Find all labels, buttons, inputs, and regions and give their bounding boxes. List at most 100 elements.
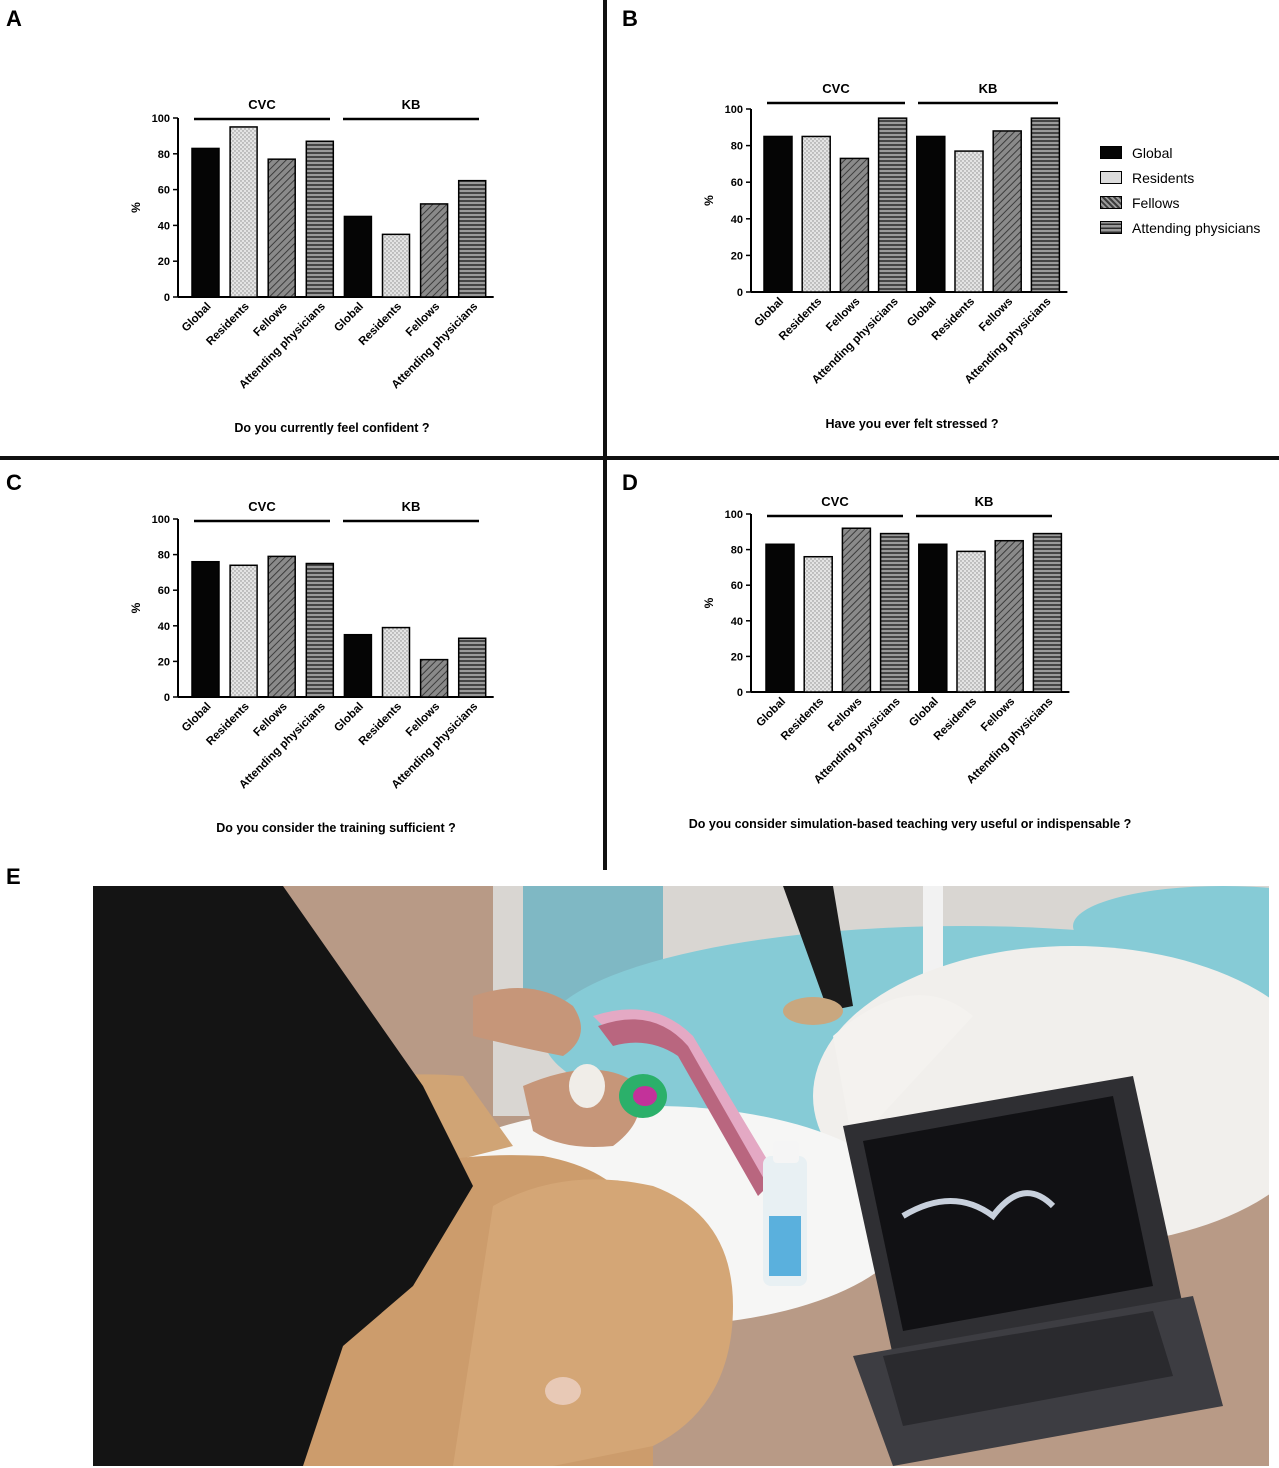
bar-c-7 bbox=[457, 637, 487, 698]
bar-b-2 bbox=[839, 157, 870, 293]
bar-d-0 bbox=[765, 543, 795, 693]
bar-a-4 bbox=[343, 215, 373, 298]
bar-d-6 bbox=[994, 539, 1024, 693]
bar-a-2 bbox=[267, 158, 296, 298]
chart-title-d: Do you consider simulation-based teachin… bbox=[689, 817, 1131, 831]
group-label-c-1: KB bbox=[402, 499, 421, 514]
y-tick-label-d-100: 100 bbox=[725, 509, 743, 521]
bar-b-0 bbox=[763, 135, 793, 293]
panel-label-e: E bbox=[6, 864, 21, 889]
panel-label-d: D bbox=[622, 470, 638, 495]
group-label-c-0: CVC bbox=[248, 499, 276, 514]
bar-c-4 bbox=[343, 633, 373, 698]
legend-item-attending: Attending physicians bbox=[1100, 215, 1260, 240]
legend-swatch-attending bbox=[1100, 221, 1122, 234]
x-tick-label-b-2: Fellows bbox=[824, 296, 862, 334]
panel-label-a: A bbox=[6, 6, 22, 31]
y-tick-label-a-60: 60 bbox=[158, 185, 170, 197]
y-tick-label-c-20: 20 bbox=[158, 656, 170, 668]
bar-a-6 bbox=[419, 203, 449, 298]
bar-c-2 bbox=[267, 555, 296, 698]
x-tick-label-a-0: Global bbox=[180, 301, 214, 335]
x-tick-label-a-6: Fellows bbox=[404, 301, 442, 339]
legend-item-global: Global bbox=[1100, 140, 1260, 165]
x-tick-label-d-2: Fellows bbox=[826, 696, 864, 734]
legend-swatch-global bbox=[1100, 146, 1122, 159]
bar-d-2 bbox=[841, 527, 872, 693]
y-axis-label-b: % bbox=[702, 195, 716, 206]
x-tick-label-c-0: Global bbox=[180, 701, 214, 735]
y-tick-label-a-40: 40 bbox=[158, 220, 170, 232]
bar-a-1 bbox=[229, 126, 258, 298]
panel-label-b: B bbox=[622, 6, 638, 31]
y-tick-label-d-60: 60 bbox=[731, 580, 743, 592]
y-tick-label-b-100: 100 bbox=[725, 104, 743, 116]
bar-d-7 bbox=[1032, 532, 1063, 693]
bar-c-1 bbox=[229, 564, 258, 698]
horizontal-divider bbox=[0, 456, 1279, 460]
group-label-b-1: KB bbox=[979, 81, 998, 96]
bar-a-0 bbox=[191, 147, 220, 298]
simulation-photo-illustration bbox=[93, 886, 1269, 1466]
y-tick-label-a-80: 80 bbox=[158, 149, 170, 161]
y-tick-label-c-80: 80 bbox=[158, 550, 170, 562]
bar-d-4 bbox=[918, 543, 948, 693]
chart-title-a: Do you currently feel confident ? bbox=[234, 421, 429, 435]
bar-b-3 bbox=[877, 117, 908, 293]
y-tick-label-b-80: 80 bbox=[731, 141, 743, 153]
y-tick-label-b-60: 60 bbox=[731, 177, 743, 189]
chart-legend: Global Residents Fellows Attending physi… bbox=[1100, 140, 1260, 240]
y-tick-label-d-0: 0 bbox=[737, 687, 743, 699]
bar-a-5 bbox=[381, 233, 411, 298]
bar-c-6 bbox=[419, 658, 449, 698]
y-tick-label-d-40: 40 bbox=[731, 616, 743, 628]
y-tick-label-a-0: 0 bbox=[164, 292, 170, 304]
x-tick-label-c-6: Fellows bbox=[404, 701, 442, 739]
legend-swatch-residents bbox=[1100, 171, 1122, 184]
bar-d-1 bbox=[803, 555, 833, 693]
x-tick-label-d-0: Global bbox=[754, 696, 788, 730]
panel-label-c: C bbox=[6, 470, 22, 495]
chart-title-c: Do you consider the training sufficient … bbox=[216, 821, 456, 835]
bar-b-1 bbox=[801, 135, 831, 293]
chart-title-b: Have you ever felt stressed ? bbox=[826, 417, 999, 431]
bar-d-3 bbox=[879, 532, 910, 693]
x-tick-label-c-2: Fellows bbox=[252, 701, 290, 739]
y-tick-label-c-40: 40 bbox=[158, 621, 170, 633]
y-tick-label-b-40: 40 bbox=[731, 214, 743, 226]
x-tick-label-a-4: Global bbox=[332, 301, 366, 335]
y-axis-label-d: % bbox=[702, 597, 716, 608]
y-tick-label-d-20: 20 bbox=[731, 651, 743, 663]
bar-c-0 bbox=[191, 560, 220, 698]
y-tick-label-b-0: 0 bbox=[737, 287, 743, 299]
legend-swatch-fellows bbox=[1100, 196, 1122, 209]
y-tick-label-c-60: 60 bbox=[158, 585, 170, 597]
bar-c-5 bbox=[381, 626, 411, 698]
legend-label-attending: Attending physicians bbox=[1132, 219, 1261, 236]
bar-b-6 bbox=[992, 130, 1022, 293]
legend-item-residents: Residents bbox=[1100, 165, 1260, 190]
simulation-photo bbox=[93, 886, 1269, 1466]
y-tick-label-a-100: 100 bbox=[152, 113, 170, 125]
x-tick-label-c-4: Global bbox=[332, 701, 366, 735]
y-tick-label-c-100: 100 bbox=[152, 514, 170, 526]
y-tick-label-a-20: 20 bbox=[158, 256, 170, 268]
group-label-a-1: KB bbox=[402, 97, 421, 112]
bar-b-5 bbox=[954, 150, 984, 293]
bar-b-7 bbox=[1030, 117, 1061, 293]
group-label-a-0: CVC bbox=[248, 97, 276, 112]
legend-label-fellows: Fellows bbox=[1132, 194, 1180, 211]
group-label-b-0: CVC bbox=[822, 81, 850, 96]
group-label-d-0: CVC bbox=[821, 494, 849, 509]
y-tick-label-d-80: 80 bbox=[731, 545, 743, 557]
bar-a-7 bbox=[457, 179, 487, 298]
bar-b-4 bbox=[916, 135, 946, 293]
x-tick-label-b-0: Global bbox=[752, 296, 786, 330]
x-tick-label-a-2: Fellows bbox=[252, 301, 290, 339]
group-label-d-1: KB bbox=[975, 494, 994, 509]
